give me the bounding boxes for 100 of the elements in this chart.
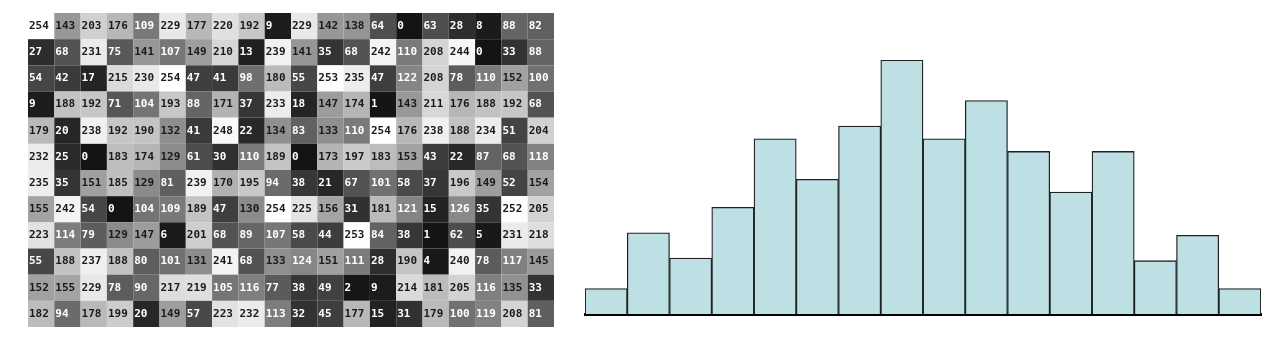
data-label: 133	[318, 123, 339, 137]
data-label: 129	[160, 149, 181, 163]
data-label: 6	[160, 228, 168, 242]
data-label: 47	[370, 71, 385, 85]
data-label: 179	[29, 123, 49, 137]
data-label: 240	[449, 254, 470, 268]
data-label: 0	[81, 149, 89, 163]
data-label: 81	[160, 175, 175, 189]
data-label: 79	[81, 228, 95, 242]
data-label: 153	[397, 149, 418, 163]
data-label: 15	[423, 202, 437, 216]
data-label: 149	[160, 306, 181, 320]
data-label: 134	[265, 123, 286, 137]
data-label: 234	[476, 123, 497, 137]
data-label: 110	[397, 45, 418, 59]
data-label: 152	[29, 280, 49, 294]
data-label: 176	[397, 123, 418, 137]
data-label: 52	[502, 175, 516, 189]
data-label: 188	[476, 97, 496, 111]
data-label: 126	[449, 202, 471, 216]
data-label: 38	[292, 280, 306, 294]
data-label: 58	[292, 228, 306, 242]
data-label: 54	[81, 202, 96, 216]
data-label: 254	[29, 18, 50, 32]
data-label: 192	[502, 97, 523, 111]
data-label: 111	[344, 254, 365, 268]
data-label: 205	[528, 202, 549, 216]
data-label: 35	[476, 202, 490, 216]
data-label: 2	[344, 280, 352, 294]
data-label: 90	[134, 280, 148, 294]
data-label: 82	[528, 18, 542, 32]
data-label: 178	[81, 306, 102, 320]
data-label: 61	[186, 149, 201, 163]
data-label: 195	[239, 175, 260, 189]
data-label: 22	[449, 149, 464, 163]
data-label: 25	[55, 149, 69, 163]
data-label: 170	[213, 175, 233, 189]
data-label: 75	[107, 45, 122, 59]
data-label: 171	[213, 97, 234, 111]
data-label: 220	[213, 18, 233, 32]
data-label: 118	[528, 149, 549, 163]
data-label: 104	[134, 97, 155, 111]
data-label: 183	[370, 149, 391, 163]
data-label: 151	[318, 254, 339, 268]
data-label: 252	[502, 202, 523, 216]
data-label: 5	[476, 228, 483, 242]
data-label: 109	[134, 18, 155, 32]
data-label: 21	[318, 175, 332, 189]
data-label: 214	[397, 280, 418, 294]
data-label: 147	[318, 97, 339, 111]
data-label: 232	[239, 306, 260, 320]
data-label: 20	[55, 123, 69, 137]
data-label: 177	[186, 18, 207, 32]
data-label: 81	[528, 306, 543, 320]
data-label: 225	[292, 202, 312, 216]
data-label: 189	[265, 149, 286, 163]
data-label: 33	[528, 280, 542, 294]
data-label: 173	[318, 149, 339, 163]
data-label: 231	[81, 45, 102, 59]
data-label: 129	[107, 228, 128, 242]
data-label: 67	[344, 175, 358, 189]
data-label: 9	[29, 97, 36, 111]
data-label: 205	[449, 280, 470, 294]
data-label: 188	[55, 97, 76, 111]
data-label: 78	[476, 254, 490, 268]
data-label: 208	[423, 71, 444, 85]
data-label: 30	[213, 149, 227, 163]
data-label: 239	[265, 45, 286, 59]
data-label: 38	[397, 228, 411, 242]
data-label: 142	[318, 18, 339, 32]
data-label: 101	[160, 254, 181, 268]
data-label: 190	[134, 123, 155, 137]
data-label: 110	[344, 123, 365, 137]
data-label: 0	[476, 45, 483, 59]
data-label: 114	[55, 228, 76, 242]
data-label: 217	[160, 280, 181, 294]
data-label: 51	[502, 123, 517, 137]
data-label: 235	[344, 71, 365, 85]
data-label: 176	[107, 18, 129, 32]
data-label: 8	[476, 18, 483, 32]
data-label: 28	[370, 254, 385, 268]
data-label: 208	[423, 45, 444, 59]
data-label: 22	[239, 123, 253, 137]
data-label: 55	[29, 254, 43, 268]
data-label: 254	[160, 71, 181, 85]
data-label: 68	[213, 228, 227, 242]
data-label: 235	[29, 175, 49, 189]
data-label: 41	[213, 71, 227, 85]
data-label: 192	[239, 18, 260, 32]
data-label: 181	[423, 280, 444, 294]
data-label: 88	[186, 97, 201, 111]
data-label: 254	[265, 202, 286, 216]
data-label: 149	[186, 45, 207, 59]
data-label: 110	[239, 149, 260, 163]
data-label: 0	[397, 18, 404, 32]
data-label: 107	[160, 45, 181, 59]
data-label: 105	[213, 280, 233, 294]
data-label: 58	[397, 175, 411, 189]
data-label: 211	[423, 97, 444, 111]
data-label: 188	[107, 254, 128, 268]
